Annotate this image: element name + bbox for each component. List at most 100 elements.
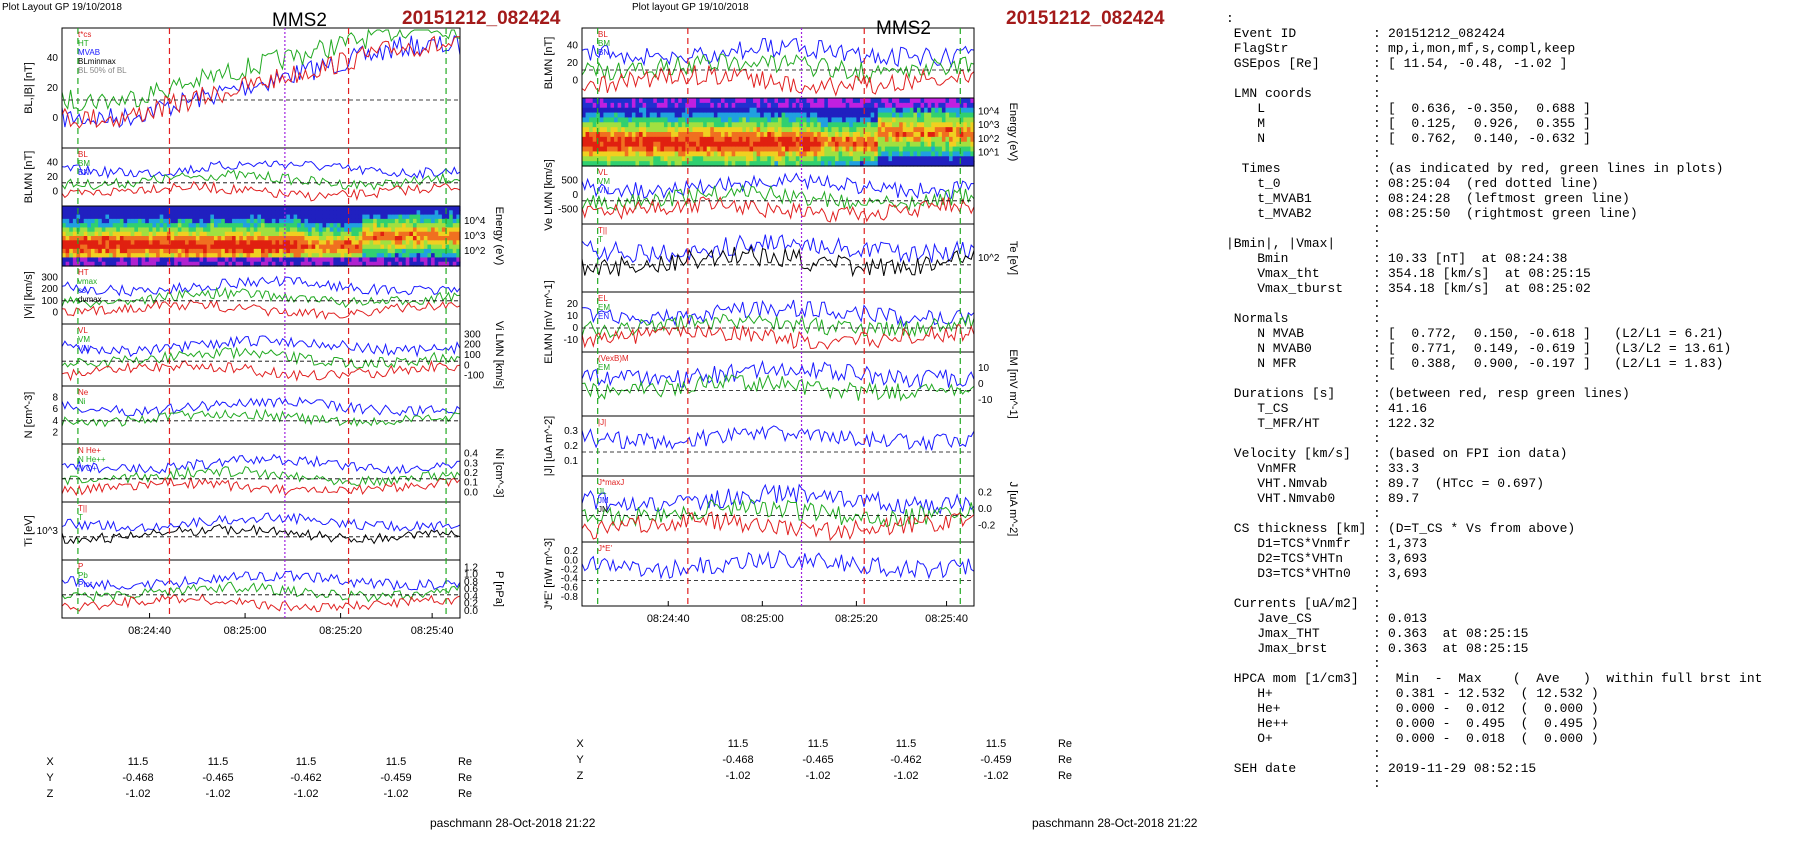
left-coord-value: -1.02 (383, 788, 409, 800)
left-heatmap-cell (416, 210, 421, 216)
mid-heatmap-cell (678, 132, 683, 138)
left-heatmap-cell (376, 214, 381, 220)
left-heatmap-cell (130, 261, 135, 267)
mid-heatmap-cell (631, 156, 637, 162)
mid-heatmap-cell (606, 146, 612, 153)
left-heatmap-cell (65, 218, 70, 224)
left-heatmap-cell (394, 210, 400, 216)
left-heatmap-cell (109, 214, 114, 220)
mid-heatmap-cell (685, 122, 690, 128)
left-heatmap-cell (355, 257, 360, 263)
mid-heatmap-cell (599, 146, 604, 153)
mid-heatmap-cell (749, 127, 754, 133)
left-heatmap-cell (76, 236, 81, 241)
mid-heatmap-cell (941, 136, 947, 143)
left-heatmap-cell (192, 248, 197, 254)
left-heatmap-cell (275, 236, 280, 241)
mid-heatmap-cell (845, 146, 850, 153)
left-heatmap-cell (253, 248, 258, 254)
mid-heatmap-cell (881, 102, 886, 109)
mid-heatmap-cell (795, 122, 800, 128)
mid-panel-8-series-2 (581, 498, 975, 528)
left-heatmap-cell (279, 206, 284, 211)
mid-heatmap-cell (785, 127, 790, 133)
left-heatmap-cell (246, 218, 251, 224)
left-heatmap-cell (445, 244, 450, 250)
left-heatmap-cell (257, 261, 262, 267)
mid-ylabel: |J| [uA m^-2] (543, 416, 555, 476)
left-heatmap-cell (134, 244, 139, 250)
mid-heatmap-cell (970, 161, 975, 167)
mid-ytick-label: 40 (567, 41, 579, 52)
mid-legend-entry: JL (598, 487, 607, 496)
left-heatmap-cell (145, 214, 150, 220)
mid-heatmap-cell (924, 151, 929, 157)
mid-heatmap-cell (835, 136, 840, 143)
mid-heatmap-cell (845, 112, 850, 119)
left-heatmap-cell (130, 223, 135, 229)
left-heatmap-cell (137, 257, 143, 263)
mid-heatmap-cell (931, 98, 936, 104)
mid-heatmap-cell (924, 136, 929, 143)
mid-heatmap-cell (916, 161, 922, 167)
mid-heatmap-cell (585, 136, 590, 143)
left-heatmap-cell (275, 210, 280, 216)
mid-heatmap-cell (810, 107, 815, 114)
mid-heatmap-cell (806, 161, 811, 167)
mid-heatmap-cell (660, 127, 665, 133)
left-heatmap-cell (232, 218, 237, 224)
mid-heatmap-cell (742, 151, 747, 157)
left-ytick-label: 100 (41, 296, 58, 307)
left-heatmap-cell (203, 236, 208, 241)
left-heatmap-cell (355, 261, 360, 267)
left-heatmap-cell (72, 240, 78, 246)
left-heatmap-cell (373, 257, 378, 263)
left-heatmap-cell (203, 227, 208, 233)
mid-heatmap-cell (606, 151, 612, 157)
mid-heatmap-cell (813, 132, 818, 138)
mid-heatmap-cell (802, 107, 808, 114)
mid-heatmap-cell (646, 107, 651, 114)
info-separator: : (1373, 431, 1381, 446)
left-heatmap-cell (83, 240, 88, 246)
mid-heatmap-cell (592, 132, 597, 138)
left-ytick-label: 1.2 (464, 562, 478, 573)
mid-heatmap-cell (895, 112, 900, 119)
left-heatmap-cell (351, 231, 356, 237)
left-heatmap-cell (355, 218, 360, 224)
mid-legend-entry: VL (598, 168, 608, 177)
mid-heatmap-cell (874, 102, 879, 109)
mid-heatmap-cell (927, 132, 932, 138)
mid-heatmap-cell (685, 132, 690, 138)
mid-heatmap-cell (877, 127, 882, 133)
left-heatmap-cell (130, 236, 135, 241)
mid-heatmap-cell (778, 122, 783, 128)
left-heatmap-cell (355, 223, 360, 229)
mid-heatmap-cell (696, 102, 701, 109)
left-heatmap-cell (304, 253, 309, 259)
mid-heatmap-cell (838, 146, 843, 153)
mid-heatmap-cell (585, 141, 590, 148)
mid-heatmap-cell (621, 146, 626, 153)
mid-heatmap-cell (742, 146, 747, 153)
mid-heatmap-cell (756, 151, 761, 157)
left-heatmap-cell (456, 240, 461, 246)
info-key: Jmax_brst (1226, 641, 1328, 656)
left-heatmap-cell (373, 231, 378, 237)
left-heatmap-cell (329, 240, 334, 246)
left-heatmap-cell (80, 253, 85, 259)
mid-heatmap-cell (852, 107, 857, 114)
mid-heatmap-cell (956, 161, 961, 167)
mid-heatmap-cell (631, 136, 637, 143)
left-heatmap-cell (456, 248, 461, 254)
mid-heatmap-cell (688, 146, 694, 153)
info-key: N MVAB0 (1226, 341, 1312, 356)
info-value: [ 11.54, -0.48, -1.02 ] (1388, 56, 1568, 71)
left-heatmap-cell (148, 253, 154, 259)
left-heatmap-cell (141, 253, 146, 259)
left-heatmap-cell (308, 240, 313, 246)
left-heatmap-cell (261, 248, 266, 254)
left-heatmap-cell (80, 206, 85, 211)
mid-heatmap-cell (916, 102, 922, 109)
mid-heatmap-cell (653, 122, 658, 128)
